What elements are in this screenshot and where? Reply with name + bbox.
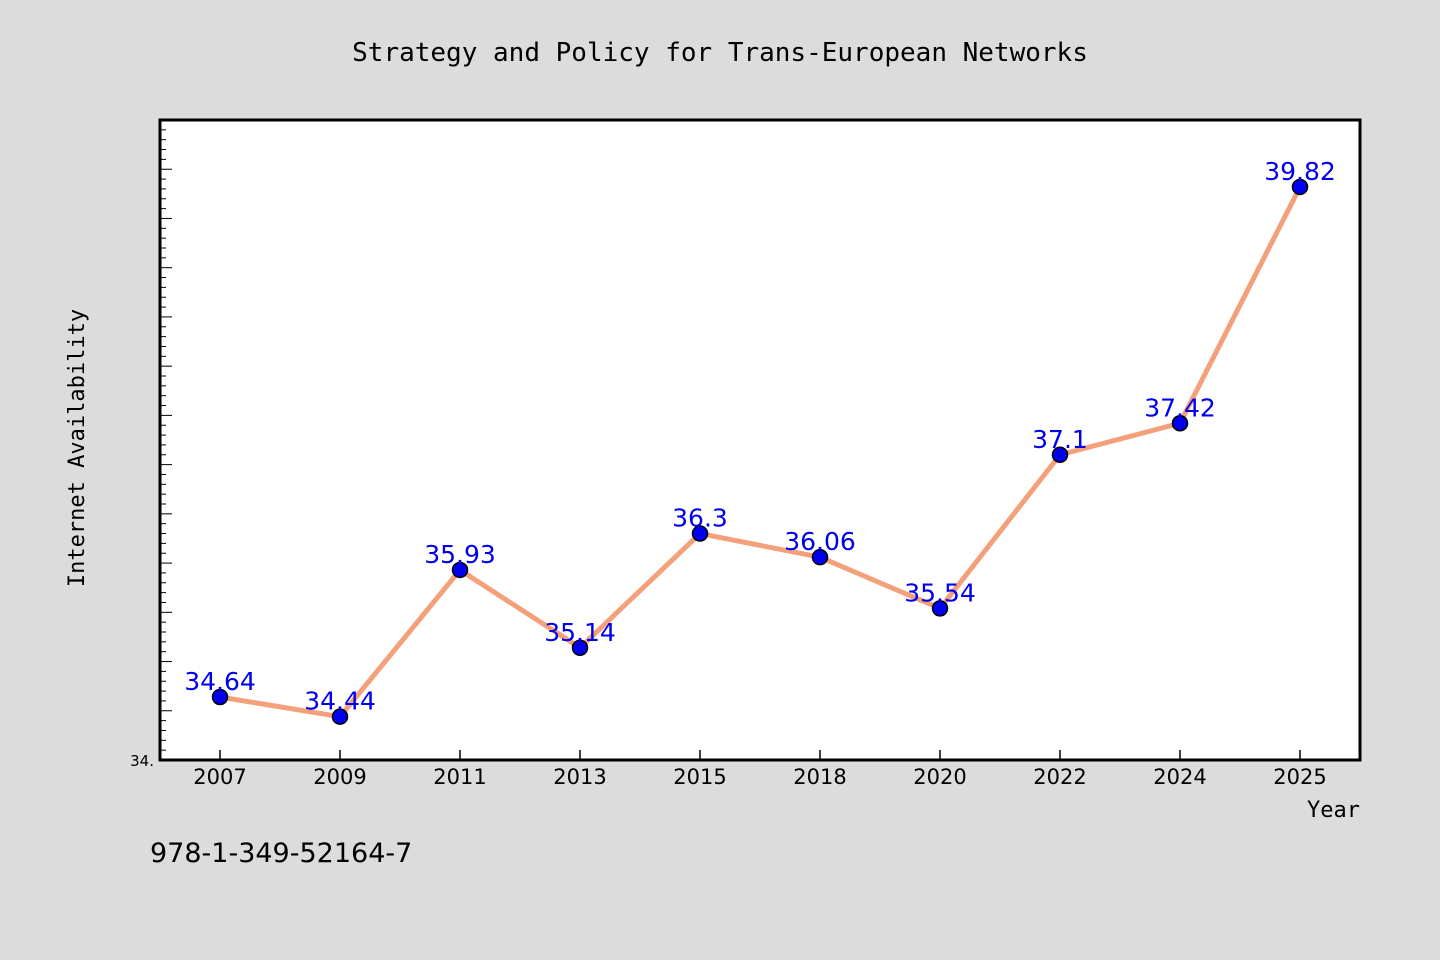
data-point-marker [1171, 415, 1189, 432]
data-point-marker [811, 548, 829, 566]
data-point-marker [1051, 446, 1069, 464]
data-label: 39.82 [1264, 157, 1336, 186]
x-tick-label: 2011 [433, 765, 486, 789]
x-axis-ticks: 2007 2009 2011 2013 2015 2018 2020 2022 2024 2025 [193, 750, 1327, 789]
x-tick-label: 2020 [913, 765, 966, 789]
x-tick-label: 2022 [1033, 765, 1086, 789]
x-axis-label: Year [1307, 798, 1360, 823]
data-labels: 34.64 34.44 35.93 35.14 36.3 36.06 35.54 37.1 37… [184, 157, 1336, 716]
data-label: 35.93 [424, 540, 496, 569]
data-label: 34.64 [184, 667, 256, 696]
data-label: 36.06 [784, 527, 856, 556]
x-tick-label: 2013 [553, 765, 606, 789]
isbn-text: 978-1-349-52164-7 [150, 838, 412, 869]
series-markers [211, 178, 1309, 725]
data-label: 36.3 [672, 504, 728, 533]
data-label: 34.44 [304, 687, 376, 716]
data-point-marker [451, 561, 469, 579]
series-line [217, 184, 1303, 720]
y-axis-ticks [160, 119, 172, 761]
data-label: 35.14 [544, 618, 616, 647]
data-point-marker [211, 688, 229, 706]
data-point-marker [691, 525, 709, 542]
data-point-marker [571, 639, 589, 657]
y-axis-min-tick-label: 34. [130, 752, 154, 770]
data-point-marker [331, 708, 349, 725]
data-label: 37.42 [1144, 393, 1216, 422]
data-point-marker [931, 600, 949, 617]
data-label: 35.54 [904, 578, 976, 607]
y-axis-label: Internet Availability [65, 309, 90, 587]
x-tick-label: 2009 [313, 765, 366, 789]
chart-title: Strategy and Policy for Trans-European N… [352, 38, 1088, 68]
x-tick-label: 2025 [1273, 765, 1326, 789]
x-tick-label: 2007 [193, 765, 246, 789]
plot-area [158, 118, 1362, 762]
x-tick-label: 2015 [673, 765, 726, 789]
x-tick-label: 2018 [793, 765, 846, 789]
data-label: 37.1 [1032, 425, 1088, 454]
data-point-marker [1291, 178, 1309, 196]
x-tick-label: 2024 [1153, 765, 1206, 789]
